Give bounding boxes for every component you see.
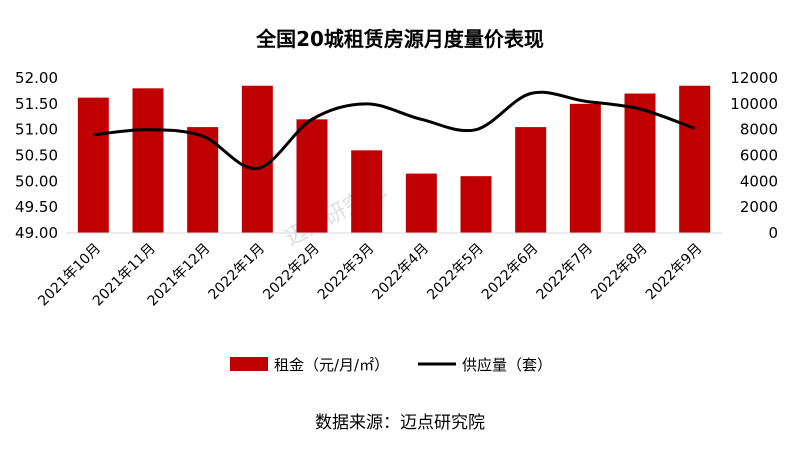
x-axis-tick-label: 2022年9月 bbox=[643, 241, 706, 304]
left-axis-tick-label: 51.50 bbox=[15, 95, 58, 113]
rent-bar bbox=[241, 85, 273, 233]
legend: 租金（元/月/㎡） 供应量（套） bbox=[230, 356, 552, 374]
rent-bar bbox=[405, 173, 437, 233]
rent-bar bbox=[77, 97, 109, 233]
x-axis-ticks: 2021年10月2021年11月2021年12月2022年1月2022年2月20… bbox=[35, 241, 705, 310]
legend-line-label: 供应量（套） bbox=[462, 356, 552, 374]
right-axis-tick-label: 6000 bbox=[740, 147, 778, 165]
right-axis-tick-label: 4000 bbox=[740, 172, 778, 190]
supply-line bbox=[93, 90, 696, 170]
rent-bar bbox=[187, 127, 219, 233]
x-axis-tick-label: 2022年4月 bbox=[370, 241, 433, 304]
x-axis-tick-label: 2022年1月 bbox=[206, 241, 269, 304]
rent-bar bbox=[624, 93, 656, 233]
left-axis-tick-label: 49.00 bbox=[15, 224, 58, 242]
right-axis-tick-label: 10000 bbox=[730, 95, 778, 113]
legend-bar-label: 租金（元/月/㎡） bbox=[274, 356, 389, 374]
left-axis-tick-label: 50.50 bbox=[15, 147, 58, 165]
x-axis-tick-label: 2022年8月 bbox=[588, 241, 651, 304]
right-axis-tick-label: 12000 bbox=[730, 69, 778, 87]
right-axis-tick-label: 8000 bbox=[740, 121, 778, 139]
x-axis-tick-label: 2022年7月 bbox=[534, 241, 597, 304]
rent-bar bbox=[296, 119, 328, 233]
rent-bar bbox=[132, 88, 164, 233]
left-axis: 52.00 51.50 51.00 50.50 50.00 49.50 49.00 bbox=[15, 69, 58, 242]
source-note: 数据来源：迈点研究院 bbox=[315, 413, 485, 433]
bar-series bbox=[77, 85, 711, 233]
x-axis-tick-label: 2022年3月 bbox=[315, 241, 378, 304]
rent-bar bbox=[515, 127, 547, 233]
left-axis-tick-label: 49.50 bbox=[15, 198, 58, 216]
rent-bar bbox=[460, 176, 492, 233]
left-axis-tick-label: 50.00 bbox=[15, 172, 58, 190]
legend-bar-swatch bbox=[230, 357, 268, 371]
x-axis-tick-label: 2022年6月 bbox=[479, 241, 542, 304]
rent-bar bbox=[679, 85, 711, 233]
chart-title: 全国20城租赁房源月度量价表现 bbox=[255, 27, 544, 51]
left-axis-tick-label: 52.00 bbox=[15, 69, 58, 87]
x-axis-tick-label: 2022年5月 bbox=[424, 241, 487, 304]
right-axis-tick-label: 0 bbox=[768, 224, 778, 242]
left-axis-tick-label: 51.00 bbox=[15, 121, 58, 139]
rent-bar bbox=[569, 103, 601, 233]
rent-bar bbox=[351, 150, 383, 233]
right-axis: 12000 10000 8000 6000 4000 2000 0 bbox=[730, 69, 778, 242]
right-axis-tick-label: 2000 bbox=[740, 198, 778, 216]
